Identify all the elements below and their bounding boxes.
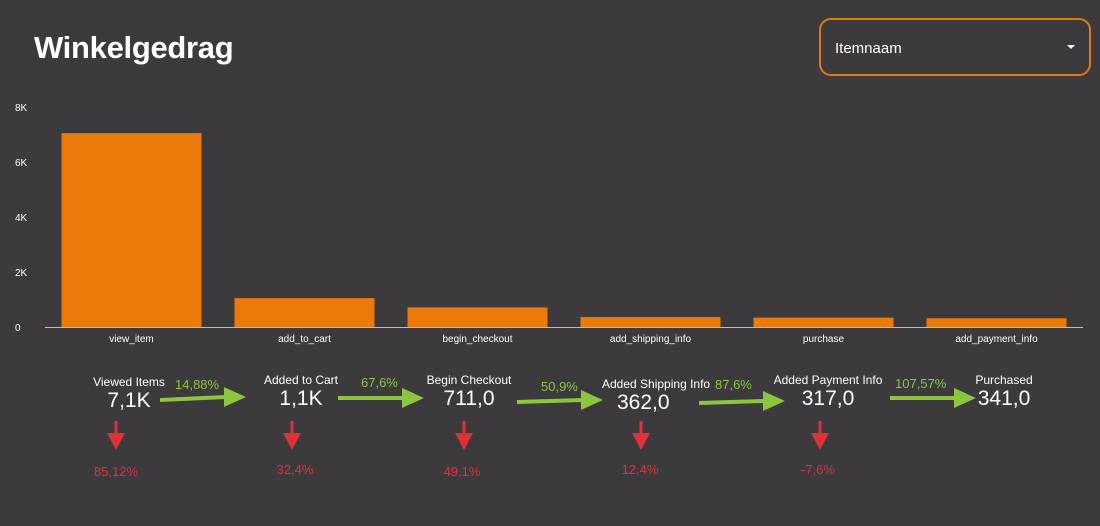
stage-value: 1,1K [279,387,323,410]
bar-chart: 0 2K 4K 6K 8K view_item add_to_cart begin_check… [15,103,1083,345]
bar-purchase[interactable] [753,317,894,327]
chevron-down-icon [1067,45,1075,49]
bar-add_to_cart[interactable] [234,298,375,327]
y-tick-label: 2K [15,268,28,279]
y-tick-label: 0 [15,323,21,334]
down-arrow-icon [632,421,650,450]
funnel-stage-added-payment-info: Added Payment Info 317,0 [758,373,898,411]
x-tick-label: view_item [109,334,153,345]
stage-name: Begin Checkout [426,373,512,387]
stage-name: Viewed Items [93,375,165,389]
stage-name: Added Payment Info [773,373,883,387]
y-tick-label: 4K [15,213,28,224]
stage-value: 7,1K [107,389,151,412]
drop-off-rate: 32,4% [276,462,314,477]
x-tick-label: purchase [803,334,845,345]
y-tick-label: 8K [15,103,28,114]
dropdown-label: Itemnaam [835,40,902,57]
drop-off-rate: 85,12% [93,464,139,479]
x-tick-label: add_shipping_info [610,334,692,345]
drop-off-rate: 49,1% [443,464,481,479]
funnel-stage-added-shipping-info: Added Shipping Info 362,0 [584,377,754,415]
y-tick-label: 6K [15,158,28,169]
down-arrow-icon [107,421,125,450]
stage-value: 362,0 [617,391,670,414]
x-tick-label: add_to_cart [278,334,331,345]
bar-view_item[interactable] [61,133,202,327]
stage-value: 711,0 [443,387,495,410]
x-tick-label: add_payment_info [955,334,1038,345]
stage-value: 341,0 [977,387,1031,410]
conversion-rate: 14,88% [175,377,220,392]
x-tick-label: begin_checkout [442,334,512,345]
stage-name: Added to Cart [263,373,339,387]
page-title: Winkelgedrag [34,30,234,65]
down-arrow-icon [811,421,829,450]
stage-name: Added Shipping Info [602,377,711,391]
down-arrow-icon [455,421,473,450]
funnel-stage-viewed-items: Viewed Items 7,1K [59,375,199,413]
down-arrow-icon [283,421,301,450]
item-name-dropdown[interactable]: Itemnaam [819,18,1091,76]
conversion-rate: 87,6% [715,377,752,392]
stage-name: Purchased [975,373,1033,387]
conversion-rate: 107,57% [895,376,947,391]
conversion-rate: 50,9% [541,379,578,394]
conversion-rate: 67,6% [361,375,398,390]
bar-add_payment_info[interactable] [926,318,1067,327]
drop-off-rate: 12,4% [621,462,659,477]
funnel-stage-purchased: Purchased 341,0 [934,373,1074,411]
bar-add_shipping_info[interactable] [580,317,721,327]
bar-begin_checkout[interactable] [407,307,548,327]
funnel-stage-added-to-cart: Added to Cart 1,1K [231,373,371,411]
drop-off-rate: -7,6% [801,462,835,477]
funnel-stage-begin-checkout: Begin Checkout 711,0 [399,373,539,411]
stage-value: 317,0 [801,387,855,410]
